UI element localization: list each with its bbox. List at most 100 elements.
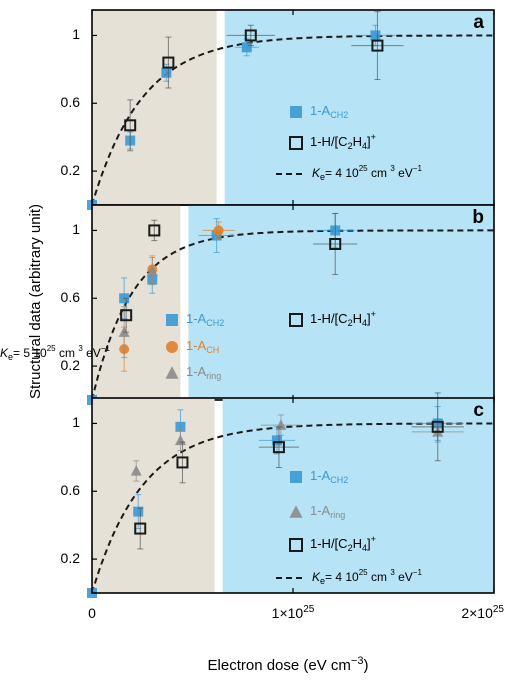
square-marker bbox=[161, 67, 172, 78]
legend-sub: ring bbox=[330, 510, 345, 520]
square-marker bbox=[211, 230, 222, 241]
k-units-sup: 3 bbox=[390, 568, 395, 577]
y-tick-label: 0.6 bbox=[61, 482, 81, 498]
legend-name: 1-H/[C bbox=[310, 311, 348, 326]
x-axis-label: Electron dose (eV cm−3) bbox=[208, 655, 369, 674]
k-value: = 4 10 bbox=[325, 570, 359, 584]
square-marker bbox=[271, 435, 282, 446]
k-sub: e bbox=[8, 352, 13, 362]
open-square-marker bbox=[272, 441, 285, 454]
open-square-marker bbox=[120, 309, 133, 322]
legend-label: 1-ACH bbox=[186, 338, 219, 355]
shade-beige-region bbox=[92, 398, 215, 593]
panel-a: 0.2 0.6 1 1-ACH2 1-H/[C2H4]+ Ke= 4 1025 cm 3 … bbox=[61, 9, 495, 210]
shade-blue-region bbox=[222, 398, 494, 593]
open-square-marker bbox=[289, 136, 303, 150]
x-tick-text: 1×10 bbox=[272, 605, 304, 621]
legend-mid: H bbox=[353, 536, 362, 551]
legend-sub2: 4 bbox=[362, 318, 367, 328]
fit-legend-label: Ke= 4 1025 cm 3 eV−1 bbox=[312, 568, 422, 586]
legend: 1-ACH2 1-H/[C2H4]+ Ke= 4 1025 cm 3 eV−1 bbox=[276, 103, 422, 182]
k-units-sup: 3 bbox=[78, 344, 83, 353]
y-axis-label: Structural data (arbitrary unit) bbox=[27, 204, 44, 399]
k-units-tail-sup: −1 bbox=[413, 568, 423, 577]
triangle-marker bbox=[146, 265, 158, 276]
x-tick-label: 2×1025 bbox=[461, 604, 504, 621]
square-marker bbox=[290, 106, 302, 118]
circle-marker bbox=[166, 341, 178, 353]
square-marker bbox=[166, 314, 178, 326]
fit-curve bbox=[91, 34, 494, 206]
legend-name: 1-H/[C bbox=[310, 536, 348, 551]
legend-label: 1-Aring bbox=[186, 364, 221, 381]
legend-name: 1-A bbox=[186, 338, 207, 353]
legend-label: 1-H/[C2H4]+ bbox=[310, 534, 376, 553]
legend-label: 1-H/[C2H4]+ bbox=[310, 309, 376, 328]
k-units-tail: eV bbox=[395, 166, 413, 180]
k-units-tail-sup: −1 bbox=[101, 344, 111, 353]
legend-sub: CH2 bbox=[330, 475, 348, 485]
panel-label: c bbox=[473, 400, 484, 421]
square-marker bbox=[370, 30, 381, 41]
legend-sub: CH bbox=[206, 345, 219, 355]
shade-blue-region bbox=[188, 205, 495, 400]
legend-sub: 2 bbox=[348, 543, 353, 553]
fit-legend-label: Ke= 4 1025 cm 3 eV−1 bbox=[312, 164, 422, 182]
k-exp: 25 bbox=[359, 164, 368, 173]
x-tick-sup: 25 bbox=[493, 604, 505, 615]
k-symbol: K bbox=[312, 166, 321, 180]
legend-label: 1-ACH2 bbox=[186, 311, 224, 328]
open-square-marker bbox=[329, 238, 342, 250]
square-marker bbox=[133, 506, 144, 517]
x-tick-label: 1×1025 bbox=[272, 604, 315, 621]
series-square-open bbox=[134, 392, 464, 550]
legend-sub: ring bbox=[206, 371, 221, 381]
legend-name: 1-A bbox=[310, 468, 331, 483]
k-units-tail-sup: −1 bbox=[413, 164, 423, 173]
legend-mid: H bbox=[353, 134, 362, 149]
legend-sub2: 4 bbox=[362, 141, 367, 151]
legend-sup: + bbox=[371, 132, 376, 142]
y-tick-label: 1 bbox=[72, 221, 80, 237]
square-marker bbox=[290, 471, 302, 483]
legend-sub: CH2 bbox=[206, 318, 224, 328]
legend-label: 1-Aring bbox=[310, 503, 345, 520]
circle-marker bbox=[213, 225, 224, 236]
k-exp: 25 bbox=[47, 344, 56, 353]
series-square-open bbox=[124, 11, 404, 152]
legend-label: 1-H/[C2H4]+ bbox=[310, 132, 376, 151]
open-square-marker bbox=[162, 56, 175, 69]
y-tick-label: 0.6 bbox=[61, 94, 81, 110]
triangle-marker bbox=[165, 366, 179, 379]
panel-frame bbox=[91, 397, 495, 594]
k-symbol: K bbox=[312, 570, 321, 584]
legend-tail: ] bbox=[367, 134, 371, 149]
legend-name: 1-A bbox=[310, 103, 331, 118]
y-tick-label: 1 bbox=[72, 414, 80, 430]
open-square-marker bbox=[289, 538, 303, 552]
x-tick-text: 2×10 bbox=[461, 605, 493, 621]
legend-sub: 2 bbox=[348, 318, 353, 328]
open-square-marker bbox=[134, 522, 147, 535]
triangle-marker bbox=[130, 465, 142, 476]
y-tick-label: 1 bbox=[72, 26, 80, 42]
k-units-tail: eV bbox=[395, 570, 413, 584]
open-square-marker bbox=[124, 119, 137, 132]
k-units: cm bbox=[56, 346, 79, 360]
legend-tail: ] bbox=[367, 311, 371, 326]
fit-legend-label: Ke= 5 1025 cm 3 eV−1 bbox=[0, 344, 110, 362]
legend-tail: ] bbox=[367, 536, 371, 551]
shade-beige-region bbox=[92, 10, 217, 205]
legend-sub: CH2 bbox=[330, 110, 348, 120]
panel-label: b bbox=[472, 207, 484, 228]
panel-b: 0.20.611-ACH21-ACH1-Aring1-H/[C2H4]+Ke= … bbox=[0, 204, 495, 405]
legend-sup: + bbox=[371, 309, 376, 319]
open-square-marker bbox=[176, 456, 189, 469]
triangle-marker bbox=[289, 505, 303, 518]
legend: 1-ACH2 1-Aring 1-H/[C2H4]+ Ke= 4 1025 cm 3 … bbox=[276, 468, 422, 586]
k-value: = 4 10 bbox=[325, 166, 359, 180]
